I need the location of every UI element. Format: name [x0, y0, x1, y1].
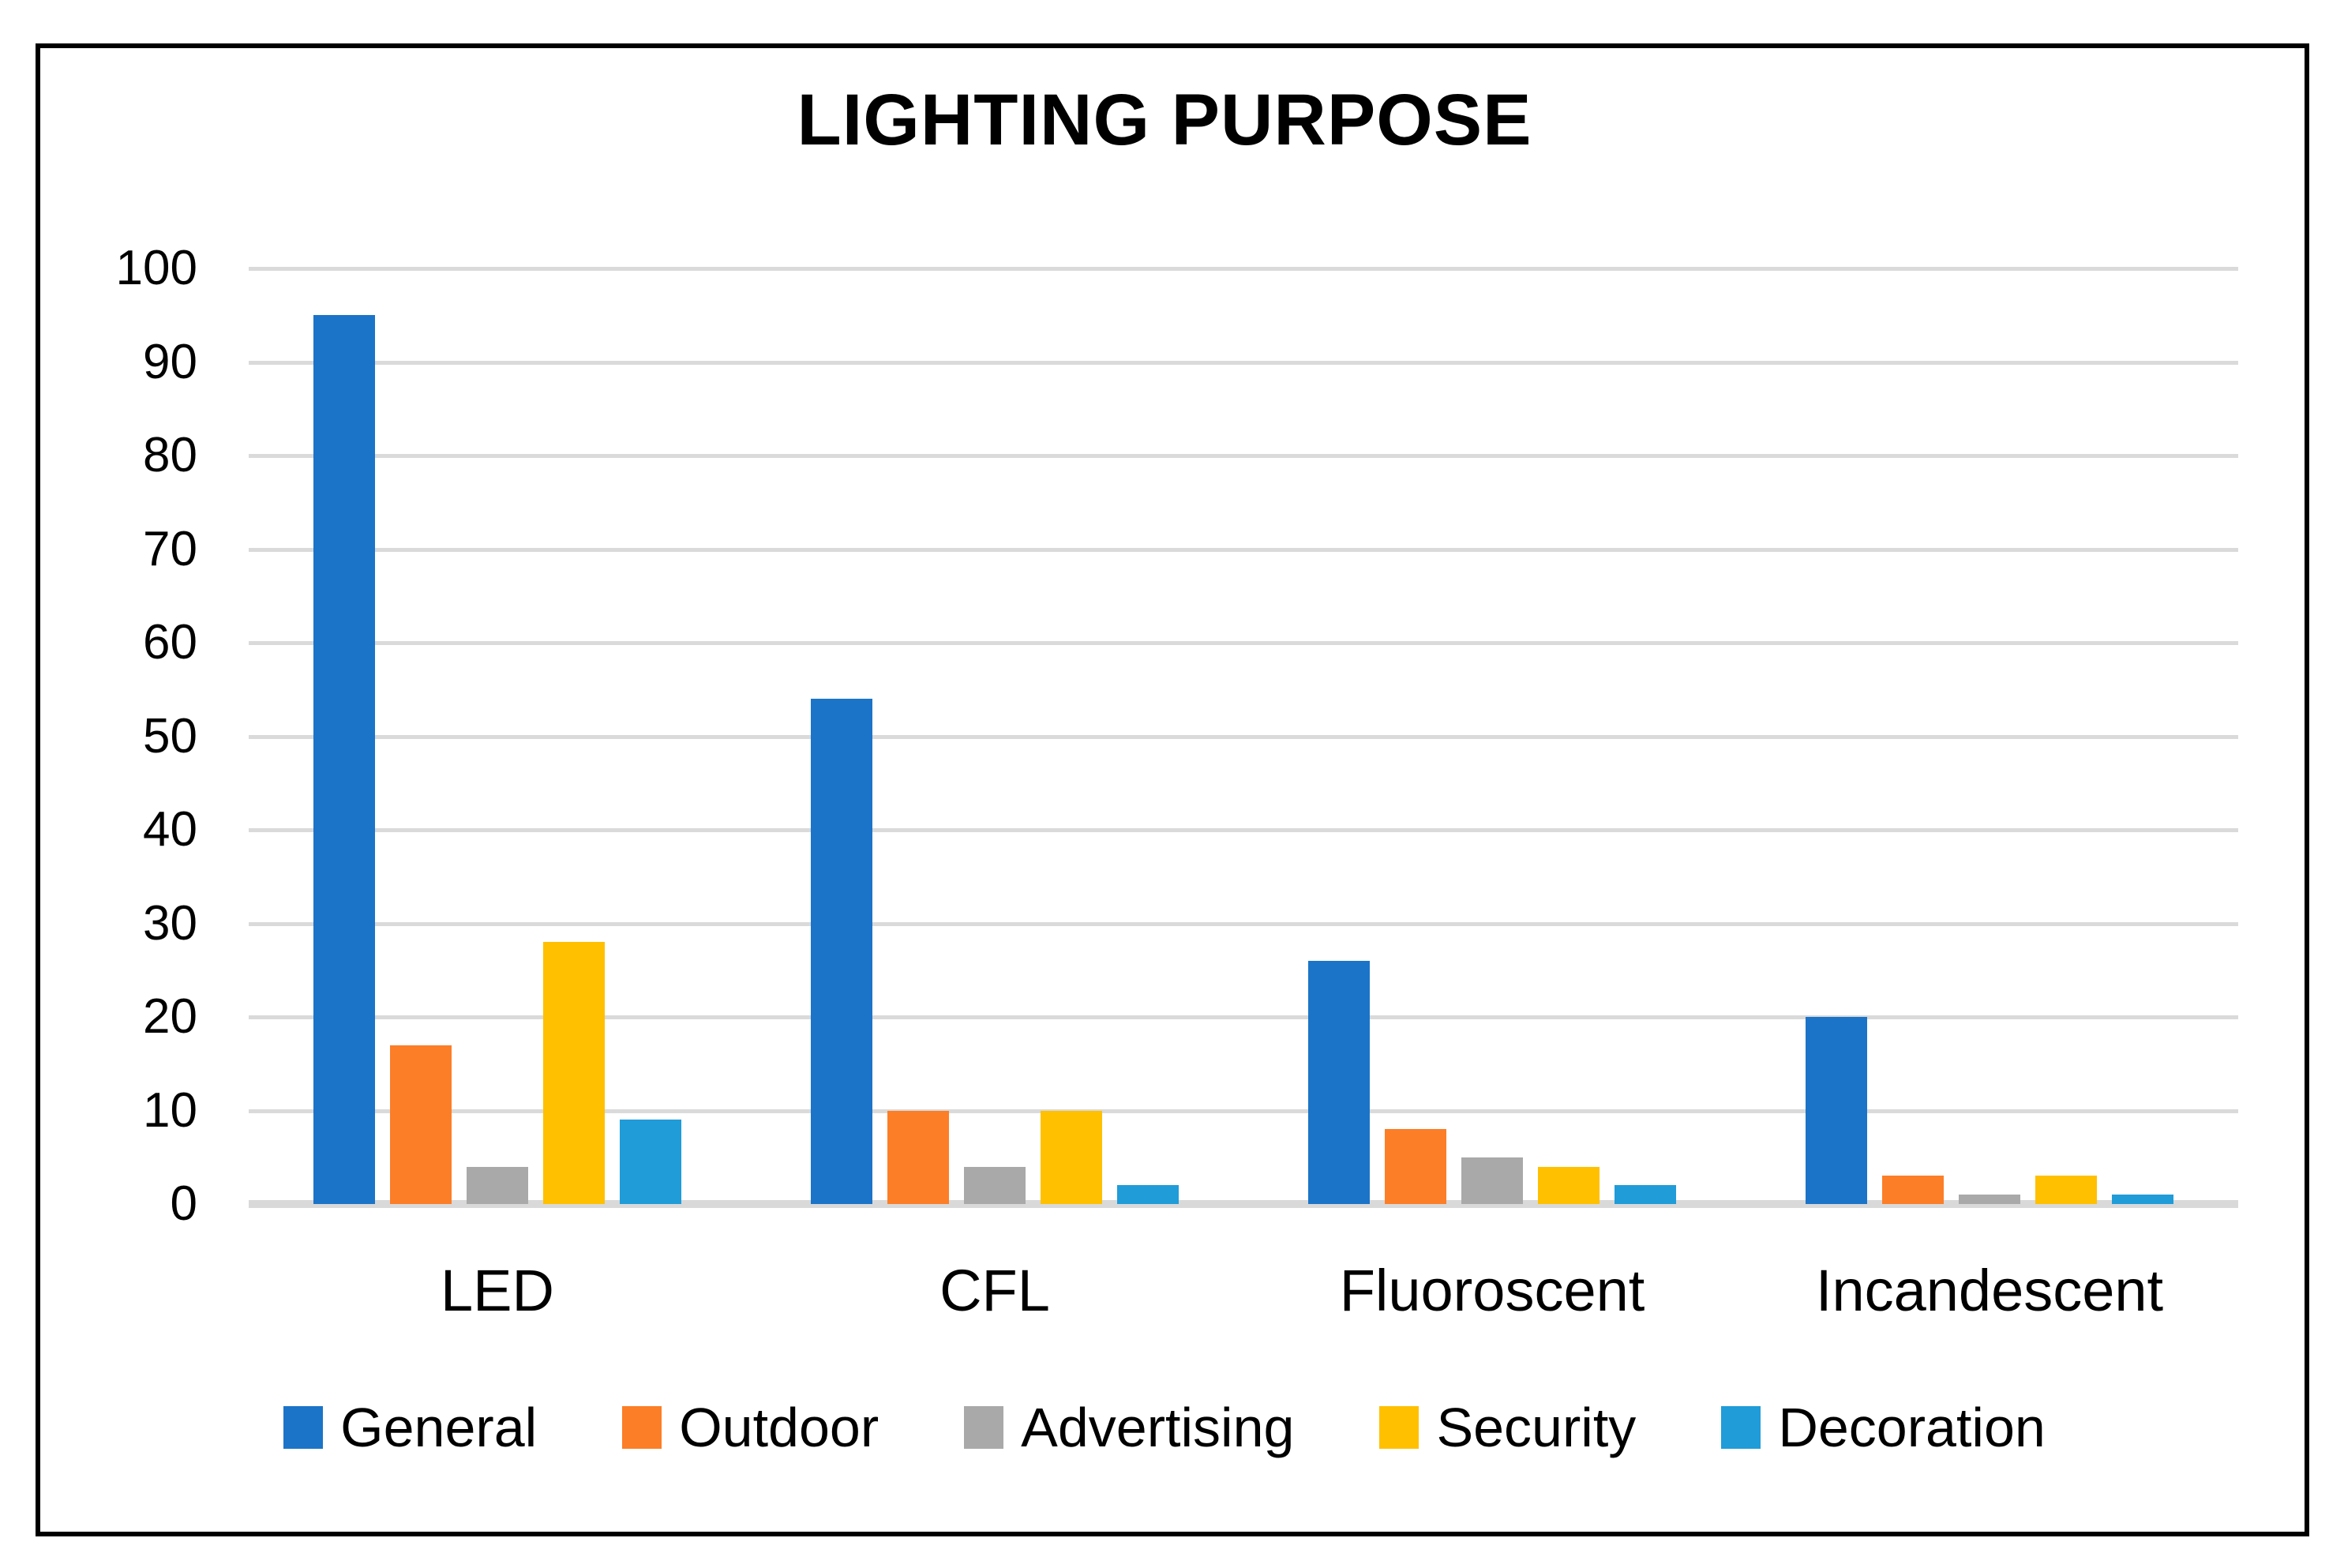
legend-label: Decoration: [1778, 1397, 2046, 1458]
gridline-40: [249, 828, 2238, 832]
bar-led-decoration: [620, 1120, 681, 1204]
bar-cfl-decoration: [1117, 1185, 1179, 1204]
bar-led-general: [313, 315, 375, 1204]
bar-incandescent-outdoor: [1882, 1176, 1944, 1204]
bar-incandescent-general: [1806, 1017, 1867, 1204]
gridline-80: [249, 454, 2238, 458]
x-axis-label-cfl: CFL: [939, 1258, 1050, 1323]
gridline-70: [249, 547, 2238, 552]
legend-label: Security: [1436, 1397, 1637, 1458]
x-axis-label-incandescent: Incandescent: [1815, 1258, 2164, 1323]
y-axis-label-80: 80: [143, 428, 197, 482]
legend-marker-icon: [1721, 1406, 1761, 1449]
legend-item-decoration: Decoration: [1721, 1396, 2046, 1459]
legend-label: Advertising: [1021, 1397, 1295, 1458]
bar-fluoroscent-decoration: [1615, 1185, 1676, 1204]
y-axis-label-30: 30: [143, 895, 197, 951]
legend-label: Outdoor: [679, 1397, 879, 1458]
y-axis-label-60: 60: [143, 615, 197, 670]
y-axis-label-90: 90: [143, 334, 197, 389]
x-axis-label-fluoroscent: Fluoroscent: [1339, 1258, 1645, 1323]
bar-incandescent-decoration: [2112, 1195, 2173, 1204]
chart-border: [36, 43, 2309, 1536]
bar-group-cfl: [746, 268, 1243, 1204]
bar-led-security: [543, 942, 605, 1204]
legend-item-general: General: [283, 1396, 537, 1459]
gridline-30: [249, 921, 2238, 926]
y-axis-label-100: 100: [115, 241, 197, 295]
bar-fluoroscent-outdoor: [1385, 1129, 1446, 1204]
chart-title: LIGHTING PURPOSE: [797, 80, 1532, 160]
bar-led-advertising: [467, 1166, 528, 1204]
bar-led-outdoor: [390, 1045, 452, 1204]
bar-incandescent-advertising: [1959, 1195, 2020, 1204]
y-axis-label-70: 70: [143, 521, 197, 576]
legend-item-outdoor: Outdoor: [622, 1396, 879, 1459]
legend-item-security: Security: [1379, 1396, 1636, 1459]
x-axis-label-led: LED: [441, 1258, 554, 1323]
gridline-10: [249, 1108, 2238, 1113]
bar-group-incandescent: [1741, 268, 2238, 1204]
y-axis-label-20: 20: [143, 989, 197, 1044]
bar-cfl-security: [1041, 1110, 1102, 1204]
bar-cfl-general: [811, 699, 872, 1204]
bar-group-fluoroscent: [1243, 268, 1741, 1204]
bar-fluoroscent-general: [1308, 960, 1370, 1204]
bar-fluoroscent-security: [1538, 1166, 1600, 1204]
y-axis-label-50: 50: [143, 708, 197, 763]
legend-marker-icon: [622, 1406, 662, 1449]
y-axis-label-0: 0: [170, 1176, 197, 1231]
gridline-100: [249, 267, 2238, 271]
gridline-60: [249, 641, 2238, 645]
gridline-90: [249, 360, 2238, 365]
gridline-50: [249, 734, 2238, 739]
bar-fluoroscent-advertising: [1461, 1157, 1523, 1204]
plot-area: [249, 267, 2238, 1208]
legend-item-advertising: Advertising: [964, 1396, 1294, 1459]
legend-marker-icon: [283, 1406, 324, 1449]
bar-cfl-advertising: [964, 1166, 1026, 1204]
legend-marker-icon: [1379, 1406, 1420, 1449]
bar-group-led: [249, 268, 746, 1204]
legend: General Outdoor Advertising Security Decorat…: [0, 1396, 2329, 1459]
bar-incandescent-security: [2035, 1176, 2097, 1204]
y-axis-label-10: 10: [143, 1082, 197, 1138]
y-axis-label-40: 40: [143, 802, 197, 857]
bar-cfl-outdoor: [887, 1110, 949, 1204]
legend-label: General: [340, 1397, 538, 1458]
x-axis-line: [249, 1200, 2238, 1208]
legend-marker-icon: [964, 1406, 1004, 1449]
gridline-20: [249, 1015, 2238, 1019]
